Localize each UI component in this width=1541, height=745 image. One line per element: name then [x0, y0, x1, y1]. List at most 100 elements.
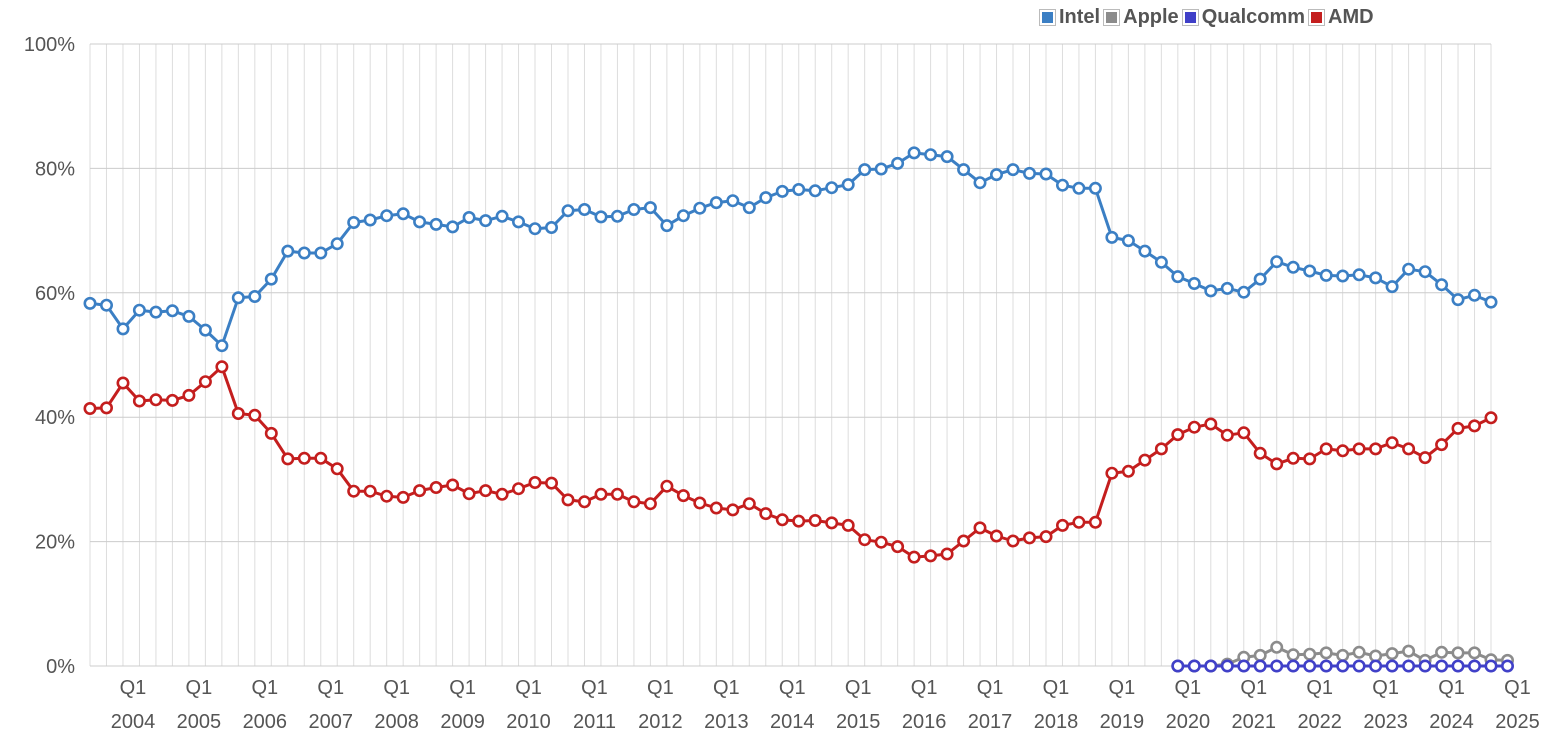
data-point-intel[interactable] [610, 209, 624, 223]
data-point-intel[interactable] [182, 309, 196, 323]
data-point-intel[interactable] [1319, 268, 1333, 282]
data-point-amd[interactable] [1270, 457, 1284, 471]
data-point-intel[interactable] [973, 176, 987, 190]
data-point-intel[interactable] [116, 322, 130, 336]
data-point-intel[interactable] [1451, 293, 1465, 307]
data-point-intel[interactable] [643, 201, 657, 215]
data-point-apple[interactable] [1451, 646, 1465, 660]
data-point-amd[interactable] [116, 376, 130, 390]
legend-item-apple[interactable]: Apple [1104, 6, 1179, 29]
data-point-qualcomm[interactable] [1352, 659, 1366, 673]
data-point-intel[interactable] [544, 221, 558, 235]
data-point-intel[interactable] [627, 203, 641, 217]
data-point-intel[interactable] [215, 339, 229, 353]
data-point-intel[interactable] [1220, 281, 1234, 295]
data-point-amd[interactable] [462, 487, 476, 501]
data-point-intel[interactable] [446, 220, 460, 234]
data-point-qualcomm[interactable] [1451, 659, 1465, 673]
data-point-intel[interactable] [1072, 181, 1086, 195]
data-point-intel[interactable] [1270, 255, 1284, 269]
data-point-amd[interactable] [1484, 411, 1498, 425]
data-point-amd[interactable] [808, 513, 822, 527]
data-point-intel[interactable] [660, 219, 674, 233]
data-point-amd[interactable] [726, 503, 740, 517]
data-point-qualcomm[interactable] [1402, 659, 1416, 673]
data-point-intel[interactable] [907, 146, 921, 160]
data-point-intel[interactable] [231, 291, 245, 305]
data-point-amd[interactable] [1154, 442, 1168, 456]
data-point-amd[interactable] [363, 484, 377, 498]
data-point-qualcomm[interactable] [1204, 659, 1218, 673]
data-point-intel[interactable] [1303, 264, 1317, 278]
data-point-amd[interactable] [561, 493, 575, 507]
data-point-intel[interactable] [528, 222, 542, 236]
data-point-intel[interactable] [808, 184, 822, 198]
data-point-amd[interactable] [874, 535, 888, 549]
data-point-intel[interactable] [825, 181, 839, 195]
data-point-amd[interactable] [973, 521, 987, 535]
data-point-amd[interactable] [132, 394, 146, 408]
data-point-amd[interactable] [924, 549, 938, 563]
data-point-amd[interactable] [627, 495, 641, 509]
data-point-intel[interactable] [429, 217, 443, 231]
data-point-amd[interactable] [577, 495, 591, 509]
data-point-amd[interactable] [314, 451, 328, 465]
data-point-qualcomm[interactable] [1286, 659, 1300, 673]
data-point-intel[interactable] [1418, 265, 1432, 279]
data-point-intel[interactable] [132, 303, 146, 317]
data-point-intel[interactable] [1088, 181, 1102, 195]
data-point-amd[interactable] [610, 487, 624, 501]
data-point-amd[interactable] [1418, 451, 1432, 465]
data-point-intel[interactable] [775, 184, 789, 198]
data-point-amd[interactable] [1006, 534, 1020, 548]
data-point-amd[interactable] [1253, 446, 1267, 460]
data-point-amd[interactable] [1385, 436, 1399, 450]
data-point-intel[interactable] [858, 163, 872, 177]
data-point-amd[interactable] [1171, 428, 1185, 442]
data-point-amd[interactable] [479, 484, 493, 498]
data-point-amd[interactable] [1369, 442, 1383, 456]
data-point-qualcomm[interactable] [1418, 659, 1432, 673]
data-point-qualcomm[interactable] [1435, 659, 1449, 673]
data-point-intel[interactable] [759, 191, 773, 205]
data-point-qualcomm[interactable] [1484, 659, 1498, 673]
data-point-amd[interactable] [215, 360, 229, 374]
data-point-intel[interactable] [1352, 268, 1366, 282]
data-point-qualcomm[interactable] [1468, 659, 1482, 673]
data-point-intel[interactable] [1121, 234, 1135, 248]
data-point-apple[interactable] [1352, 645, 1366, 659]
data-point-intel[interactable] [1286, 260, 1300, 274]
legend-item-amd[interactable]: AMD [1309, 6, 1374, 29]
data-point-intel[interactable] [1369, 271, 1383, 285]
data-point-intel[interactable] [1237, 285, 1251, 299]
data-point-intel[interactable] [149, 305, 163, 319]
data-point-intel[interactable] [413, 215, 427, 229]
data-point-qualcomm[interactable] [1220, 659, 1234, 673]
data-point-intel[interactable] [891, 156, 905, 170]
data-point-amd[interactable] [1319, 442, 1333, 456]
data-point-amd[interactable] [495, 487, 509, 501]
data-point-intel[interactable] [462, 211, 476, 225]
data-point-intel[interactable] [1204, 284, 1218, 298]
data-point-apple[interactable] [1336, 648, 1350, 662]
data-point-intel[interactable] [1187, 276, 1201, 290]
data-point-intel[interactable] [1105, 230, 1119, 244]
data-point-amd[interactable] [676, 489, 690, 503]
data-point-amd[interactable] [1072, 515, 1086, 529]
legend-item-qualcomm[interactable]: Qualcomm [1182, 6, 1305, 29]
data-point-qualcomm[interactable] [1270, 659, 1284, 673]
data-point-apple[interactable] [1319, 646, 1333, 660]
data-point-intel[interactable] [792, 183, 806, 197]
data-point-intel[interactable] [1171, 270, 1185, 284]
data-point-intel[interactable] [676, 209, 690, 223]
data-point-intel[interactable] [264, 272, 278, 286]
data-point-intel[interactable] [1154, 255, 1168, 269]
data-point-intel[interactable] [577, 203, 591, 217]
data-point-amd[interactable] [1237, 426, 1251, 440]
data-point-amd[interactable] [1121, 464, 1135, 478]
data-point-intel[interactable] [165, 304, 179, 318]
data-point-intel[interactable] [1056, 178, 1070, 192]
data-point-intel[interactable] [693, 201, 707, 215]
data-point-intel[interactable] [495, 209, 509, 223]
data-point-amd[interactable] [1187, 420, 1201, 434]
